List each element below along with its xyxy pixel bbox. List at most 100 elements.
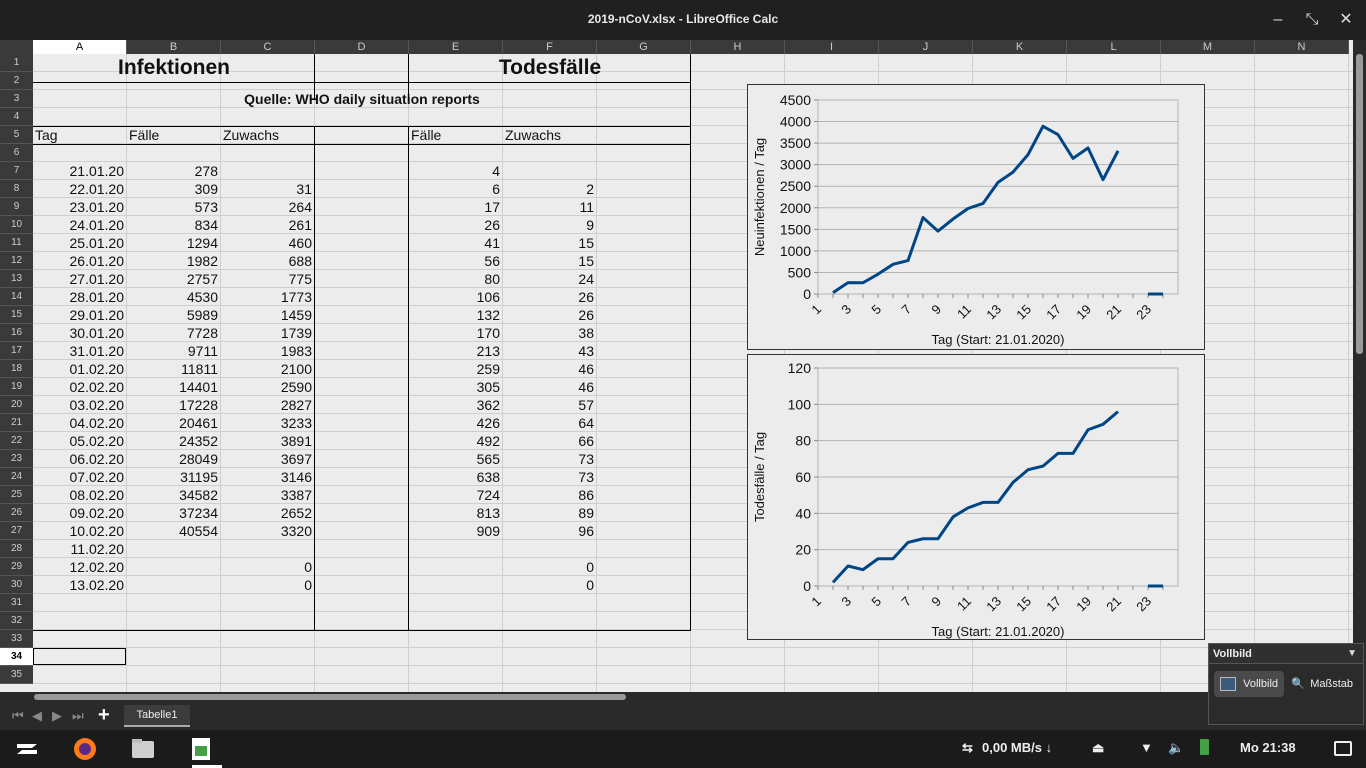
- row-header-32[interactable]: 32: [0, 612, 33, 630]
- row-header-25[interactable]: 25: [0, 486, 33, 504]
- table-cell[interactable]: 46: [578, 379, 594, 395]
- table-cell[interactable]: 573: [194, 199, 218, 215]
- table-cell[interactable]: 28.01.20: [69, 289, 125, 305]
- table-cell[interactable]: 2: [586, 181, 594, 197]
- column-header-a[interactable]: A: [33, 40, 127, 54]
- next-sheet-icon[interactable]: ▶: [52, 708, 62, 723]
- header-deaths-faelle[interactable]: Fälle: [411, 127, 442, 143]
- table-cell[interactable]: 10.02.20: [69, 523, 125, 539]
- table-cell[interactable]: 565: [476, 451, 500, 467]
- table-cell[interactable]: 2757: [186, 271, 218, 287]
- table-cell[interactable]: 34582: [179, 487, 218, 503]
- chevron-down-icon[interactable]: ▼: [1347, 648, 1357, 659]
- row-header-9[interactable]: 9: [0, 198, 33, 216]
- last-sheet-icon[interactable]: ⏭: [72, 708, 84, 723]
- table-cell[interactable]: 3320: [280, 523, 312, 539]
- column-header-h[interactable]: H: [691, 40, 785, 54]
- header-faelle[interactable]: Fälle: [129, 127, 160, 143]
- table-cell[interactable]: 3891: [280, 433, 312, 449]
- table-cell[interactable]: 64: [578, 415, 594, 431]
- row-header-12[interactable]: 12: [0, 252, 33, 270]
- wifi-icon[interactable]: ▼: [1140, 740, 1153, 755]
- table-cell[interactable]: [223, 162, 312, 180]
- column-header-e[interactable]: E: [409, 40, 503, 54]
- column-header-m[interactable]: M: [1161, 40, 1255, 54]
- table-cell[interactable]: 38: [578, 325, 594, 341]
- row-header-6[interactable]: 6: [0, 144, 33, 162]
- minimize-icon[interactable]: –: [1273, 11, 1283, 28]
- table-cell[interactable]: 724: [476, 487, 500, 503]
- table-cell[interactable]: 1459: [280, 307, 312, 323]
- column-header-g[interactable]: G: [597, 40, 691, 54]
- table-cell[interactable]: 11: [579, 199, 594, 215]
- table-cell[interactable]: 04.02.20: [69, 415, 125, 431]
- table-cell[interactable]: 89: [578, 505, 594, 521]
- column-header-b[interactable]: B: [127, 40, 221, 54]
- row-header-16[interactable]: 16: [0, 324, 33, 342]
- table-cell[interactable]: 1983: [280, 343, 312, 359]
- table-cell[interactable]: 3146: [280, 469, 312, 485]
- table-cell[interactable]: 132: [476, 307, 500, 323]
- table-cell[interactable]: [129, 540, 218, 558]
- row-header-27[interactable]: 27: [0, 522, 33, 540]
- column-header-l[interactable]: L: [1067, 40, 1161, 54]
- scale-button[interactable]: 🔍 Maßstab: [1287, 671, 1359, 697]
- table-cell[interactable]: 688: [288, 253, 312, 269]
- table-cell[interactable]: 9: [586, 217, 594, 233]
- table-cell[interactable]: 29.01.20: [69, 307, 125, 323]
- table-cell[interactable]: 56: [484, 253, 500, 269]
- table-cell[interactable]: 31: [296, 181, 312, 197]
- table-cell[interactable]: 24: [578, 271, 594, 287]
- first-sheet-icon[interactable]: ⏮: [12, 708, 24, 723]
- table-cell[interactable]: 57: [578, 397, 594, 413]
- table-cell[interactable]: 0: [586, 559, 594, 575]
- table-cell[interactable]: 1982: [186, 253, 218, 269]
- heading-infections[interactable]: Infektionen: [117, 56, 230, 79]
- row-header-19[interactable]: 19: [0, 378, 33, 396]
- vertical-scrollbar[interactable]: [1353, 40, 1366, 692]
- horizontal-scroll-thumb[interactable]: [34, 694, 626, 700]
- table-cell[interactable]: 638: [476, 469, 500, 485]
- table-cell[interactable]: 43: [578, 343, 594, 359]
- table-cell[interactable]: 03.02.20: [69, 397, 125, 413]
- table-cell[interactable]: 2827: [280, 397, 312, 413]
- volume-icon[interactable]: 🔈: [1168, 740, 1185, 755]
- row-header-33[interactable]: 33: [0, 630, 33, 648]
- row-header-29[interactable]: 29: [0, 558, 33, 576]
- table-cell[interactable]: 17228: [179, 397, 218, 413]
- table-cell[interactable]: 309: [194, 181, 218, 197]
- table-cell[interactable]: 22.01.20: [69, 181, 125, 197]
- table-cell[interactable]: 0: [304, 559, 312, 575]
- table-cell[interactable]: 4530: [186, 289, 218, 305]
- column-header-j[interactable]: J: [879, 40, 973, 54]
- table-cell[interactable]: 73: [578, 469, 594, 485]
- table-cell[interactable]: 28049: [179, 451, 218, 467]
- table-cell[interactable]: 24352: [179, 433, 218, 449]
- table-cell[interactable]: 4: [492, 163, 500, 179]
- table-cell[interactable]: 26: [484, 217, 500, 233]
- row-header-22[interactable]: 22: [0, 432, 33, 450]
- eject-icon[interactable]: ⏏: [1092, 740, 1105, 755]
- row-header-18[interactable]: 18: [0, 360, 33, 378]
- zoom-popup-header[interactable]: Vollbild ▼: [1209, 644, 1363, 664]
- table-cell[interactable]: 26: [578, 289, 594, 305]
- column-header-c[interactable]: C: [221, 40, 315, 54]
- table-cell[interactable]: 460: [288, 235, 312, 251]
- table-cell[interactable]: 2590: [280, 379, 312, 395]
- table-cell[interactable]: 2100: [280, 361, 312, 377]
- row-header-23[interactable]: 23: [0, 450, 33, 468]
- row-header-24[interactable]: 24: [0, 468, 33, 486]
- table-cell[interactable]: 3387: [280, 487, 312, 503]
- table-cell[interactable]: 46: [578, 361, 594, 377]
- zorin-menu-icon[interactable]: [14, 736, 40, 762]
- horizontal-scrollbar[interactable]: [0, 692, 1366, 702]
- table-cell[interactable]: [129, 576, 218, 594]
- row-header-28[interactable]: 28: [0, 540, 33, 558]
- row-header-8[interactable]: 8: [0, 180, 33, 198]
- tab-tabelle1[interactable]: Tabelle1: [124, 705, 190, 727]
- table-cell[interactable]: 775: [288, 271, 312, 287]
- files-icon[interactable]: [130, 736, 156, 762]
- table-cell[interactable]: 15: [578, 235, 594, 251]
- column-header-d[interactable]: D: [315, 40, 409, 54]
